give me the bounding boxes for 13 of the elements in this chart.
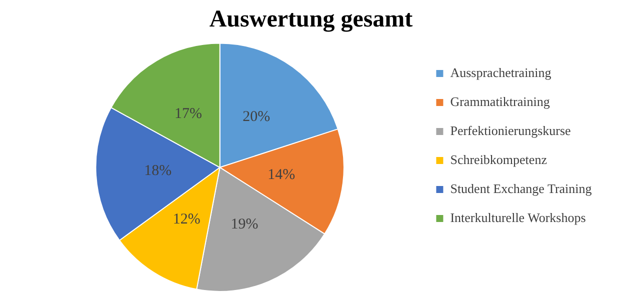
legend-label: Schreibkompetenz — [450, 152, 548, 167]
data-label: 18% — [144, 163, 172, 180]
data-label: 17% — [174, 106, 202, 122]
data-label: 14% — [268, 167, 296, 184]
data-label: 12% — [172, 212, 200, 228]
legend-label: Grammatiktraining — [450, 94, 550, 109]
legend-label: Aussprachetraining — [450, 64, 552, 80]
legend-label: Student Exchange Training — [450, 180, 592, 196]
chart-title: Auswertung gesamt — [209, 6, 413, 33]
legend-label: Interkulturelle Workshops — [450, 210, 586, 225]
legend-label: Perfektionierungskurse — [450, 122, 572, 138]
data-label: 20% — [242, 109, 270, 126]
data-label: 19% — [230, 216, 258, 232]
